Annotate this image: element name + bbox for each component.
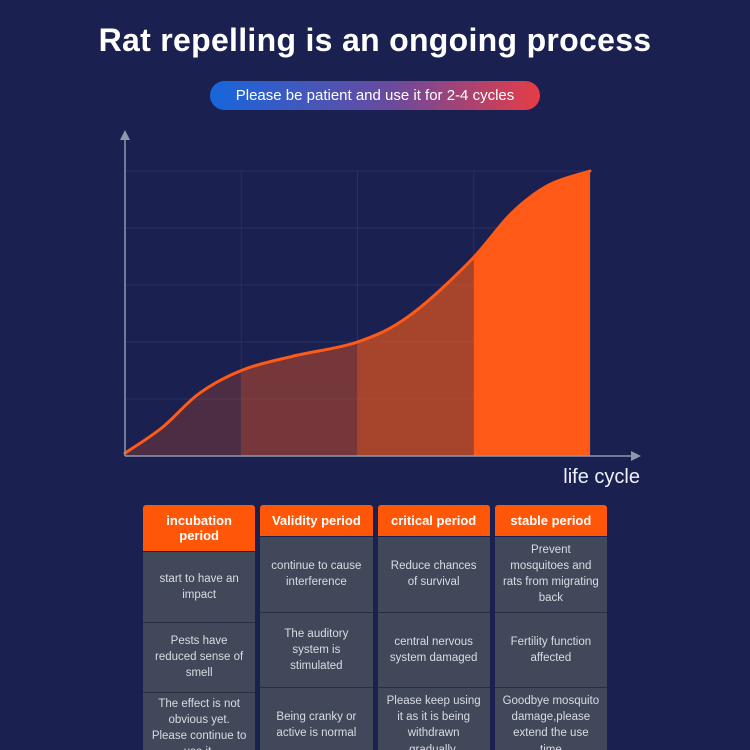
period-cell: Reduce chances of survival — [390, 560, 477, 589]
page-title: Rat repelling is an ongoing process — [98, 22, 652, 58]
period-cell: Being cranky or active is normal — [260, 687, 373, 750]
period-column-stable: stable period Prevent mosquitoes and rat… — [494, 505, 607, 750]
period-cell: central nervous system damaged — [377, 611, 490, 688]
period-table: incubation period start to have an impac… — [143, 505, 607, 750]
period-cell: Fertility function affected — [494, 611, 607, 688]
badge-row: Please be patient and use it for 2-4 cyc… — [0, 81, 750, 110]
period-cell: Please keep using it as it is being with… — [377, 687, 490, 750]
period-cell: The effect is not obvious yet. Please co… — [143, 692, 256, 750]
patience-badge: Please be patient and use it for 2-4 cyc… — [209, 81, 541, 110]
life-cycle-chart: life cycle — [95, 126, 650, 489]
period-header: Validity period — [260, 505, 373, 536]
period-column-incubation: incubation period start to have an impac… — [143, 505, 256, 750]
period-cell: Prevent mosquitoes and rats from migrati… — [502, 544, 599, 605]
period-cell: Goodbye mosquito damage,please extend th… — [494, 687, 607, 750]
period-cell: continue to cause interference — [271, 560, 362, 589]
period-body: start to have an impact Pests have reduc… — [143, 552, 256, 750]
period-column-validity: Validity period continue to cause interf… — [260, 505, 373, 750]
period-cell: start to have an impact — [159, 572, 239, 601]
x-axis-label: life cycle — [563, 466, 640, 488]
period-body: continue to cause interference The audit… — [260, 537, 373, 750]
period-column-critical: critical period Reduce chances of surviv… — [377, 505, 490, 750]
period-cell: Pests have reduced sense of smell — [143, 621, 256, 693]
period-cell: The auditory system is stimulated — [260, 611, 373, 688]
period-body: Prevent mosquitoes and rats from migrati… — [494, 537, 607, 750]
period-header: critical period — [377, 505, 490, 536]
period-body: Reduce chances of survival central nervo… — [377, 537, 490, 750]
growth-curve-svg — [120, 130, 641, 461]
period-header: stable period — [494, 505, 607, 536]
period-header: incubation period — [143, 505, 256, 551]
